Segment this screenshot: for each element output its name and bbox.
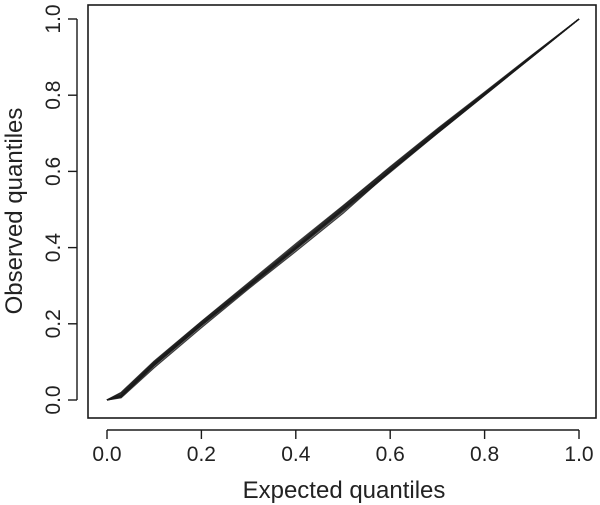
x-tick-label: 0.2 bbox=[187, 443, 216, 466]
y-tick-label: 1.0 bbox=[42, 4, 65, 33]
y-axis-title: Observed quantiles bbox=[1, 108, 28, 315]
y-tick-label: 0.6 bbox=[42, 157, 65, 186]
x-tick-label: 0.0 bbox=[92, 443, 121, 466]
series-line-9 bbox=[106, 18, 580, 401]
x-tick-label: 0.6 bbox=[376, 443, 405, 466]
y-axis: 0.0 0.2 0.4 0.6 0.8 1.0 bbox=[42, 4, 78, 415]
plot-frame bbox=[87, 4, 597, 419]
series-lines bbox=[106, 18, 580, 401]
x-tick-label: 0.4 bbox=[281, 443, 311, 466]
x-tick-label: 1.0 bbox=[564, 443, 593, 466]
series-line-10 bbox=[106, 18, 580, 401]
y-tick-label: 0.0 bbox=[42, 385, 65, 414]
y-tick-label: 0.4 bbox=[42, 233, 65, 263]
x-tick-label: 0.8 bbox=[470, 443, 499, 466]
y-tick-label: 0.8 bbox=[42, 81, 65, 110]
y-tick-label: 0.2 bbox=[42, 309, 65, 338]
x-axis-title: Expected quantiles bbox=[243, 477, 446, 504]
x-axis: 0.0 0.2 0.4 0.6 0.8 1.0 bbox=[92, 429, 594, 466]
series-line-7 bbox=[106, 18, 580, 401]
